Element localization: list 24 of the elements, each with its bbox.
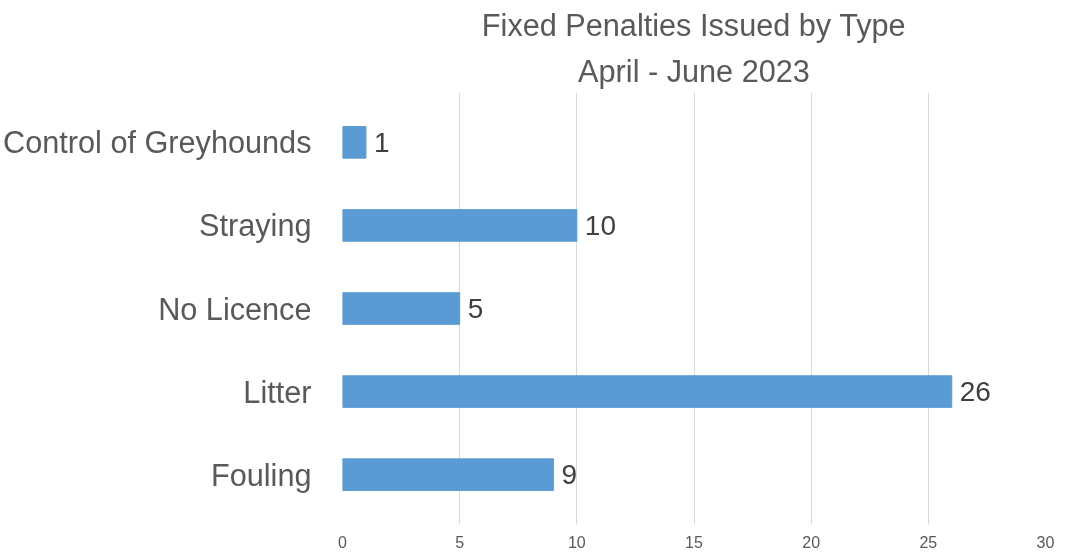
bar: [342, 458, 554, 491]
y-tick-label: Fouling: [210, 457, 312, 493]
bar: [342, 292, 461, 325]
x-tick-label: 0: [338, 533, 348, 551]
chart-title: Fixed Penalties Issued by Type: [481, 7, 906, 43]
x-tick-label: 25: [919, 533, 938, 551]
x-tick-label: 30: [1036, 533, 1055, 551]
x-tick-label: 20: [802, 533, 821, 551]
x-tick-label: 5: [455, 533, 465, 551]
y-tick-label: No Licence: [158, 291, 312, 326]
bar: [342, 375, 953, 408]
data-label: 26: [959, 376, 991, 408]
y-tick-label: Litter: [243, 374, 312, 409]
y-tick-label: Control of Greyhounds: [3, 125, 312, 161]
y-tick-label: Straying: [199, 208, 312, 244]
chart-subtitle: April - June 2023: [578, 53, 810, 89]
bar: [342, 209, 578, 242]
x-tick-label: 10: [567, 533, 586, 551]
data-label: 5: [467, 293, 484, 324]
x-tick-label: 15: [685, 533, 703, 551]
data-label: 10: [584, 209, 616, 241]
data-label: 9: [561, 459, 577, 491]
bar: [342, 126, 367, 159]
data-label: 1: [373, 126, 390, 158]
